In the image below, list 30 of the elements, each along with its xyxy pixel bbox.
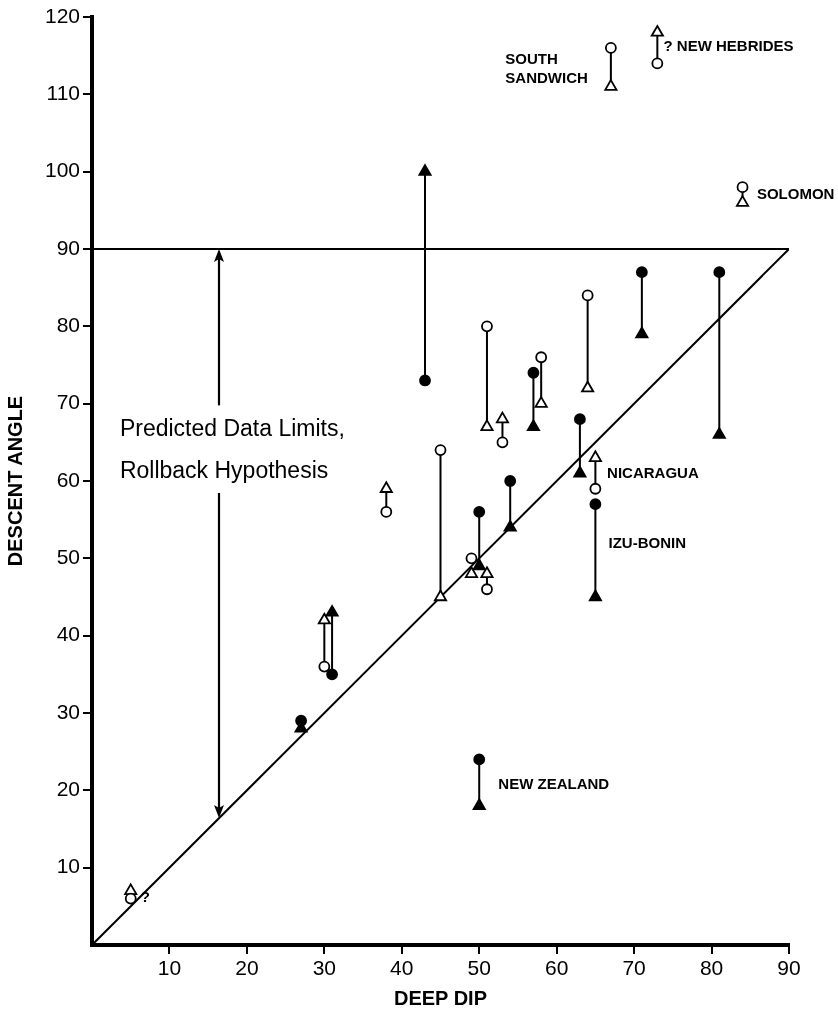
x-tick-label: 90 bbox=[777, 956, 801, 980]
y-tick-label: 10 bbox=[56, 854, 80, 878]
x-tick-label: 50 bbox=[467, 956, 491, 980]
y-tick-label: 70 bbox=[56, 390, 80, 414]
x-tick-label: 80 bbox=[699, 956, 724, 980]
x-tick-label: 20 bbox=[235, 956, 259, 980]
y-tick-label: 50 bbox=[56, 545, 80, 569]
y-tick-label: 120 bbox=[44, 3, 80, 27]
y-tick-label: 30 bbox=[56, 699, 80, 723]
x-axis-title: DEEP DIP bbox=[394, 986, 487, 1009]
y-tick-label: 100 bbox=[44, 158, 80, 182]
annotation: ? NEW HEBRIDES bbox=[663, 37, 794, 55]
annotation: SOLOMON bbox=[756, 185, 835, 203]
annotation: SOUTH SANDWICH bbox=[505, 49, 588, 86]
annotation: NICARAGUA bbox=[607, 463, 699, 481]
y-tick-label: 60 bbox=[56, 467, 80, 491]
y-tick-label: 110 bbox=[46, 81, 80, 105]
x-tick-label: 60 bbox=[544, 956, 569, 980]
y-tick-label: 40 bbox=[56, 622, 80, 646]
annotation: IZU-BONIN bbox=[608, 533, 686, 551]
y-axis-title: DESCENT ANGLE bbox=[3, 395, 26, 567]
x-tick-label: 40 bbox=[390, 956, 414, 980]
x-tick-label: 10 bbox=[157, 956, 182, 980]
annotation: Predicted Data Limits, Rollback Hypothesis bbox=[119, 414, 345, 483]
y-tick-label: 90 bbox=[56, 235, 80, 259]
y-tick-label: 20 bbox=[56, 777, 80, 801]
annotation: NEW ZEALAND bbox=[498, 774, 610, 792]
x-tick-label: 70 bbox=[622, 956, 646, 980]
y-tick-label: 80 bbox=[56, 313, 80, 337]
x-tick-label: 30 bbox=[312, 956, 337, 980]
